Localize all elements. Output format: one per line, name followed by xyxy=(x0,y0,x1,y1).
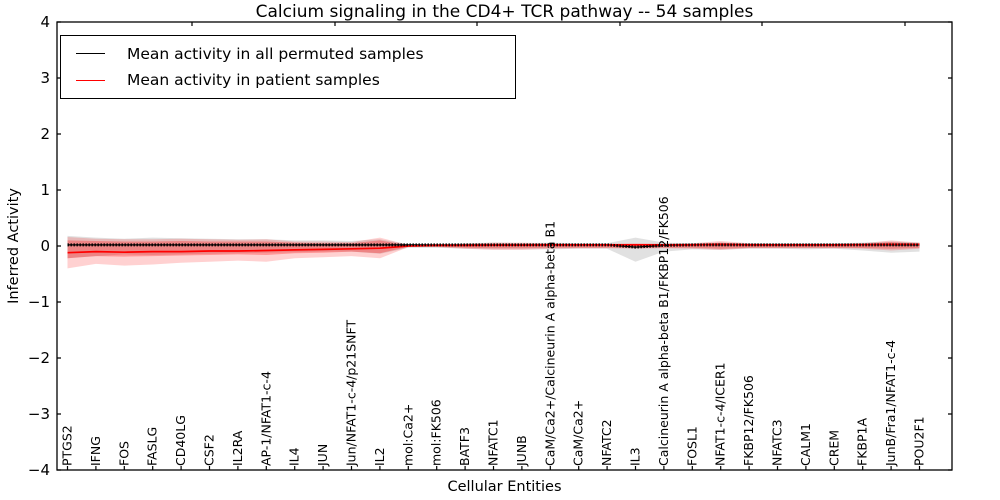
x-tick-label: CaM/Ca2+/Calcineurin A alpha-beta B1 xyxy=(542,221,557,466)
x-axis-label: Cellular Entities xyxy=(447,479,562,495)
legend: Mean activity in all permuted samples Me… xyxy=(60,35,516,99)
x-tick-label: FKBP12/FK506 xyxy=(741,375,756,466)
legend-item-permuted: Mean activity in all permuted samples xyxy=(61,45,515,63)
x-tick-label: CD40LG xyxy=(173,415,188,466)
x-tick-label: FKBP1A xyxy=(855,418,870,466)
y-tick-label: 0 xyxy=(40,237,50,255)
x-tick-label: JUN xyxy=(315,444,330,467)
legend-item-patient: Mean activity in patient samples xyxy=(61,71,515,89)
x-tick-label: FASLG xyxy=(145,427,160,466)
permuted-line-swatch xyxy=(76,53,105,55)
x-tick-label: mol:Ca2+ xyxy=(400,404,415,466)
y-tick-label: −2 xyxy=(27,349,50,367)
x-tick-label: CREM xyxy=(826,430,841,466)
x-tick-label: FOSL1 xyxy=(684,426,699,466)
y-tick-label: −4 xyxy=(27,461,50,479)
legend-label-permuted: Mean activity in all permuted samples xyxy=(127,44,424,63)
x-tick-label: NFATC2 xyxy=(599,419,614,466)
patient-line-swatch xyxy=(76,79,105,81)
legend-label-patient: Mean activity in patient samples xyxy=(127,71,380,90)
x-tick-label: PTGS2 xyxy=(60,425,75,466)
x-tick-label: JunB/Fra1/NFAT1-c-4 xyxy=(883,340,898,467)
x-tick-label: NFAT1-c-4/ICER1 xyxy=(713,362,728,466)
x-tick-label: IL3 xyxy=(628,447,643,466)
y-tick-label: 2 xyxy=(40,125,50,143)
chart-title: Calcium signaling in the CD4+ TCR pathwa… xyxy=(255,2,754,22)
permuted-band xyxy=(67,235,920,262)
x-tick-label: IL2RA xyxy=(230,430,245,466)
x-tick-label: NFATC1 xyxy=(486,419,501,466)
x-tick-label: IFNG xyxy=(88,436,103,466)
x-tick-label: BATF3 xyxy=(457,427,472,466)
y-tick-label: −1 xyxy=(27,293,50,311)
y-tick-label: −3 xyxy=(27,405,50,423)
axis-ticks xyxy=(57,21,952,471)
x-tick-label: CSF2 xyxy=(202,434,217,466)
x-tick-label: CALM1 xyxy=(798,423,813,466)
x-tick-label: Calcineurin A alpha-beta B1/FKBP12/FK506 xyxy=(656,196,671,466)
permuted-line-markers xyxy=(67,243,920,249)
y-tick-label: 1 xyxy=(40,181,50,199)
y-tick-label: 4 xyxy=(40,13,50,31)
x-tick-label: POU2F1 xyxy=(912,416,927,466)
x-tick-label: Jun/NFAT1-c-4/p21SNFT xyxy=(344,320,359,467)
x-tick-label: NFATC3 xyxy=(770,419,785,466)
x-tick-label: IL4 xyxy=(287,447,302,466)
x-tick-label: FOS xyxy=(116,441,131,466)
y-tick-label: 3 xyxy=(40,69,50,87)
x-tick-label: CaM/Ca2+ xyxy=(571,400,586,466)
x-tick-label: mol:FK506 xyxy=(429,399,444,466)
x-tick-label: AP-1/NFAT1-c-4 xyxy=(258,371,273,466)
x-tick-label: IL2 xyxy=(372,447,387,466)
x-tick-label: JUNB xyxy=(514,435,529,467)
